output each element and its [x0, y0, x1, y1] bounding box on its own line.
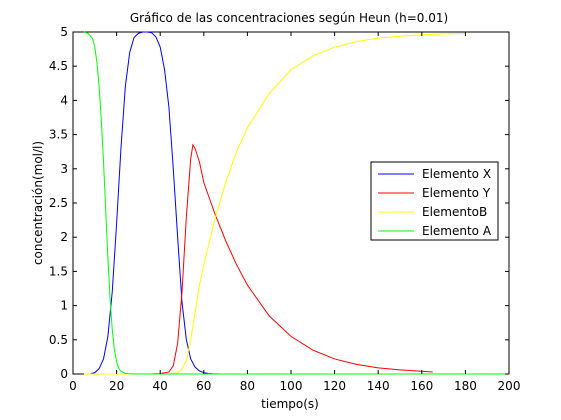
- x-tick-label: 20: [109, 379, 124, 393]
- y-tick-label: 2: [60, 230, 68, 244]
- y-tick-label: 4.5: [49, 59, 68, 73]
- y-axis-label: concentración(mol/l): [31, 141, 45, 265]
- series-line-elemento-y: [83, 143, 433, 375]
- legend: Elemento X Elemento Y ElementoB Elemento A: [370, 161, 499, 241]
- y-tick-label: 3.5: [49, 128, 68, 142]
- y-tick-label: 0: [60, 367, 68, 381]
- series-line-elemento-a: [83, 31, 509, 375]
- ticks-layer: 0 20 40 60 80 100 120 140 160 180 200 0 0.5 1 1.5 2 2.5 3…: [49, 25, 521, 393]
- chart-title: Gráfico de las concentraciones según Heu…: [130, 11, 448, 25]
- legend-box: [370, 161, 499, 241]
- x-tick-label: 80: [240, 379, 255, 393]
- x-tick-label: 60: [196, 379, 211, 393]
- x-tick-label: 160: [410, 379, 433, 393]
- x-tick-label: 0: [69, 379, 77, 393]
- legend-label: Elemento A: [422, 224, 492, 238]
- x-tick-label: 120: [323, 379, 346, 393]
- series-layer: [83, 31, 509, 375]
- series-line-elementob: [83, 32, 466, 375]
- y-tick-label: 1: [60, 299, 68, 313]
- y-tick-label: 4: [60, 93, 68, 107]
- x-tick-label: 200: [498, 379, 521, 393]
- legend-label: ElementoB: [422, 205, 487, 219]
- x-tick-label: 100: [280, 379, 303, 393]
- y-tick-label: 0.5: [49, 333, 68, 347]
- y-tick-label: 3: [60, 162, 68, 176]
- series-line-elemento-x: [83, 31, 222, 375]
- legend-label: Elemento Y: [422, 186, 491, 200]
- x-axis-label: tiempo(s): [261, 397, 319, 411]
- y-tick-label: 1.5: [49, 264, 68, 278]
- y-tick-label: 2.5: [49, 196, 68, 210]
- x-tick-label: 180: [454, 379, 477, 393]
- x-tick-label: 140: [367, 379, 390, 393]
- y-tick-label: 5: [60, 25, 68, 39]
- x-tick-label: 40: [153, 379, 168, 393]
- legend-label: Elemento X: [422, 167, 491, 181]
